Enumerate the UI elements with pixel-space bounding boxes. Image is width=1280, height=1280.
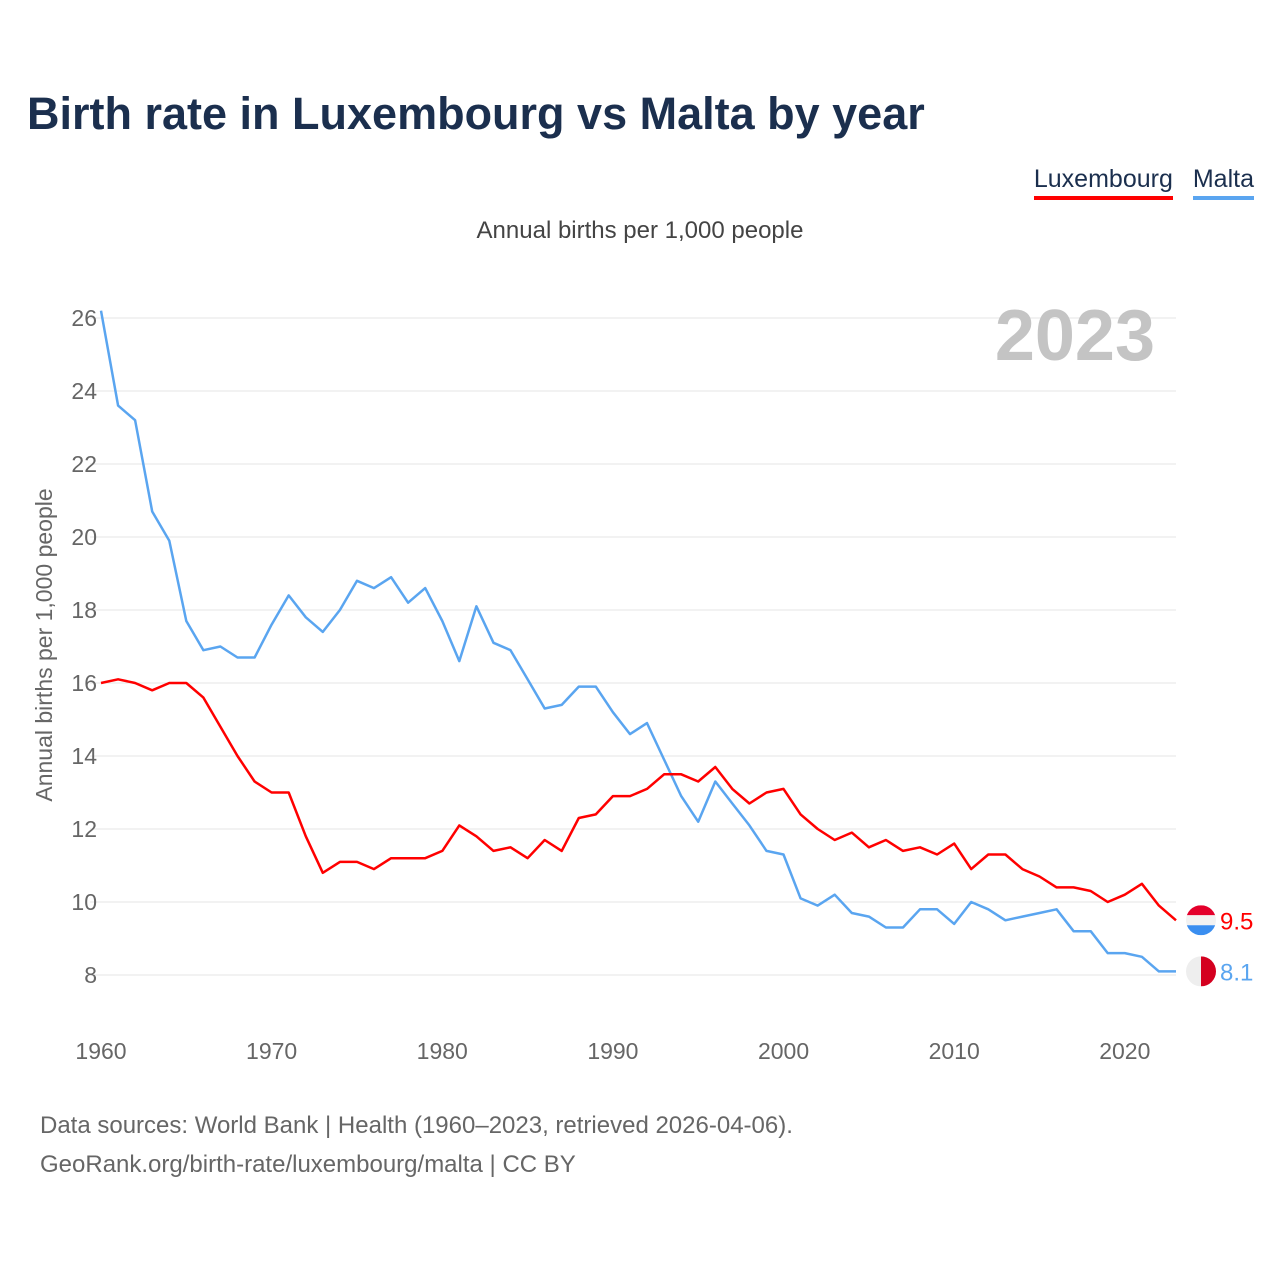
- chart-title: Birth rate in Luxembourg vs Malta by yea…: [27, 88, 925, 139]
- luxembourg-flag-icon: [1186, 905, 1216, 936]
- y-tick-label: 22: [71, 451, 97, 477]
- end-value-label-luxembourg: 9.5: [1220, 908, 1253, 935]
- gridlines: [90, 317, 1176, 976]
- year-watermark: 2023: [995, 296, 1155, 376]
- y-axis-label: Annual births per 1,000 people: [31, 488, 57, 801]
- x-tick-label: 1980: [417, 1038, 468, 1064]
- malta-flag-icon: [1186, 956, 1216, 987]
- y-tick-label: 8: [84, 962, 97, 988]
- legend-item-luxembourg[interactable]: Luxembourg: [1033, 165, 1173, 200]
- x-tick-label: 1960: [75, 1038, 126, 1064]
- series-line-malta[interactable]: [99, 310, 1176, 973]
- x-tick-label: 2020: [1099, 1038, 1150, 1064]
- y-tick-label: 16: [71, 670, 97, 696]
- source-link[interactable]: GeoRank.org/birth-rate/luxembourg/malta …: [40, 1151, 576, 1178]
- end-value-label-malta: 8.1: [1220, 959, 1253, 986]
- x-tick-label: 1990: [587, 1038, 638, 1064]
- y-tick-label: 20: [71, 524, 97, 550]
- y-tick-label: 18: [71, 597, 97, 623]
- y-tick-label: 10: [71, 889, 97, 915]
- end-markers: 8.1 9.5: [1186, 905, 1253, 987]
- y-tick-label: 12: [71, 816, 97, 842]
- x-tick-labels: 1960 1970 1980 1990 2000 2010 2020: [75, 1038, 1150, 1064]
- data-source: Data sources: World Bank | Health (1960–…: [40, 1112, 793, 1139]
- y-tick-labels: 8 10 12 14 16 18 20 22 24 26: [71, 305, 97, 988]
- y-tick-label: 26: [71, 305, 97, 331]
- series-lines: [99, 310, 1177, 973]
- series-line-luxembourg[interactable]: [100, 678, 1177, 922]
- x-tick-label: 1970: [246, 1038, 297, 1064]
- x-tick-label: 2010: [929, 1038, 980, 1064]
- chart-subtitle: Annual births per 1,000 people: [476, 217, 804, 244]
- legend: Luxembourg Malta: [1033, 165, 1254, 200]
- y-tick-label: 24: [71, 378, 97, 404]
- footer: Data sources: World Bank | Health (1960–…: [40, 1106, 793, 1184]
- y-tick-label: 14: [71, 743, 97, 769]
- legend-item-malta[interactable]: Malta: [1192, 165, 1254, 200]
- x-tick-label: 2000: [758, 1038, 809, 1064]
